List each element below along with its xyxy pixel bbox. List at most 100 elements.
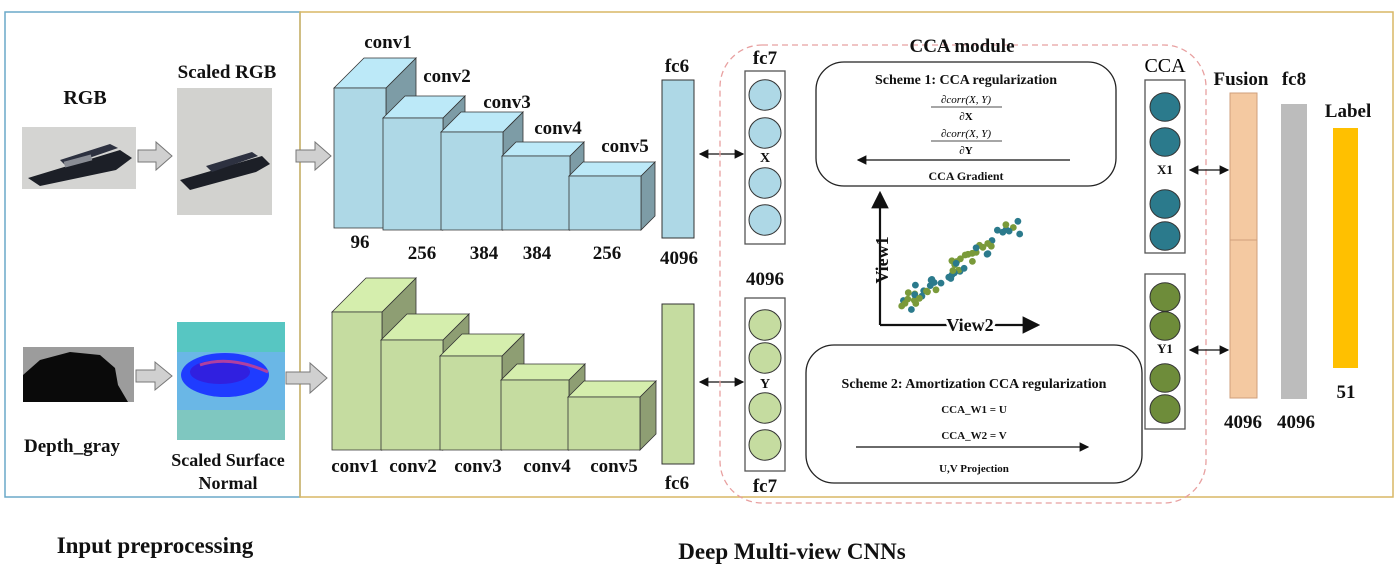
- label-title: Label: [1325, 101, 1371, 122]
- depth-fc7-nodes: [748, 309, 782, 461]
- rgb-conv-block-4-front: [501, 155, 571, 231]
- block-arrow-rgb-cnn: [295, 140, 332, 172]
- rgb-fc7-node-1: [748, 79, 782, 111]
- depth-fc7-node-3: [748, 392, 782, 424]
- depth-fc7-node-1: [748, 309, 782, 341]
- scatter-point: [947, 275, 955, 282]
- rgb-conv4-label: conv4: [534, 118, 582, 139]
- scaled-rgb-image: [177, 88, 272, 215]
- fc8-label: fc8: [1282, 69, 1306, 90]
- scatter-point: [984, 250, 992, 257]
- rgb-fc7-node-3: [748, 167, 782, 199]
- rgb-fc6-label: fc6: [665, 56, 689, 77]
- rgb-conv-block-4-top: [501, 141, 585, 157]
- scatter-point: [937, 279, 945, 287]
- cca-x1-node-2: [1149, 127, 1181, 157]
- label-layer: [1333, 128, 1358, 368]
- block-arrow-depth-cnn: [285, 361, 328, 395]
- depth-conv-block-4-front: [500, 379, 570, 451]
- rgb-conv-block-5-front: [568, 175, 642, 231]
- scatter-point: [1002, 221, 1010, 229]
- view1-label: View1: [872, 236, 892, 283]
- depth-fc6-label: fc6: [665, 473, 689, 494]
- normal-image: [177, 322, 285, 440]
- grad-x-denominator: ∂X: [959, 111, 972, 123]
- rgb-conv5-size: 256: [593, 243, 622, 264]
- rgb-fc7-size: 4096: [746, 269, 784, 290]
- scatter-point: [968, 249, 976, 257]
- depth-fc7-node-4: [748, 429, 782, 461]
- rgb-conv1-size: 96: [351, 232, 370, 253]
- scatter-point: [930, 279, 938, 286]
- correlation-scatter: [898, 217, 1024, 313]
- scatter-point: [969, 258, 976, 265]
- scatter-point: [1016, 230, 1024, 238]
- scatter-point: [901, 300, 909, 307]
- scatter-point: [912, 281, 919, 289]
- rgb-conv2-label: conv2: [423, 66, 471, 87]
- cca-header: CCA: [1144, 55, 1186, 77]
- depth-gray-label: Depth_gray: [24, 436, 121, 457]
- rgb-conv1-label: conv1: [364, 32, 412, 53]
- grad-x-numerator: ∂corr(X, Y): [941, 94, 991, 106]
- depth-feature-label: Y: [760, 377, 770, 392]
- cca-y1-node-1: [1149, 282, 1181, 312]
- rgb-fc7-node-2: [748, 117, 782, 149]
- scatter-point: [912, 300, 920, 307]
- cca-y1-node-2: [1149, 311, 1181, 341]
- rgb-conv2-size: 256: [408, 243, 437, 264]
- scatter-point: [924, 288, 931, 296]
- scatter-point: [911, 291, 919, 299]
- depth-image: [23, 347, 134, 402]
- scatter-point: [999, 228, 1007, 236]
- scheme2-title: Scheme 2: Amortization CCA regularizatio…: [842, 377, 1107, 392]
- scatter-point: [904, 289, 912, 297]
- cca-y1-nodes: [1149, 282, 1181, 424]
- rgb-fc7-nodes: [748, 79, 782, 236]
- scheme1-footer: CCA Gradient: [929, 169, 1004, 183]
- rgb-feature-label: X: [760, 151, 770, 166]
- deep-multiview-caption: Deep Multi-view CNNs: [678, 539, 905, 564]
- rgb-fc7-node-4: [748, 204, 782, 236]
- depth-conv1-label: conv1: [331, 456, 379, 477]
- cca-y1-label: Y1: [1157, 341, 1173, 356]
- depth-conv-block-2-front: [380, 339, 444, 451]
- fusion-layer-top: [1229, 92, 1258, 241]
- rgb-conv3-size: 384: [470, 243, 499, 264]
- fusion-layer-bottom: [1229, 239, 1258, 399]
- block-arrow-depth: [135, 360, 173, 392]
- scatter-point: [952, 259, 960, 267]
- scaled-rgb-label: Scaled RGB: [178, 62, 277, 83]
- scatter-point: [1014, 217, 1022, 225]
- scheme2-eq2: CCA_W2 = V: [941, 430, 1006, 442]
- depth-fc6-layer: [661, 303, 695, 465]
- cca-x1-node-4: [1149, 221, 1181, 251]
- cca-x1-nodes: [1149, 92, 1181, 251]
- view2-label: View2: [946, 315, 993, 335]
- scaled-surface-label-1: Scaled Surface: [171, 450, 284, 470]
- cnn-panel: [299, 11, 1394, 498]
- depth-conv5-label: conv5: [590, 456, 638, 477]
- depth-conv-block-1-front: [331, 311, 383, 451]
- depth-fc7-label: fc7: [753, 476, 778, 497]
- scatter-point: [961, 251, 969, 259]
- scheme2-footer: U,V Projection: [939, 463, 1009, 475]
- rgb-conv-block-2-front: [382, 117, 444, 231]
- scatter-point: [984, 240, 992, 247]
- rgb-fc6-size: 4096: [660, 248, 698, 269]
- scatter-point: [994, 226, 1001, 234]
- rgb-conv5-label: conv5: [601, 136, 649, 157]
- depth-conv-stack: [331, 277, 657, 451]
- cca-y1-node-3: [1149, 363, 1181, 393]
- scheme1-box: [815, 61, 1117, 187]
- cca-x1-node-3: [1149, 189, 1181, 219]
- block-arrow-rgb: [137, 140, 173, 172]
- scatter-point: [916, 294, 923, 302]
- scheme2-box: [805, 344, 1143, 484]
- fusion-size: 4096: [1224, 412, 1262, 433]
- grad-y-numerator: ∂corr(X, Y): [941, 128, 991, 140]
- input-preprocessing-caption: Input preprocessing: [57, 533, 254, 558]
- scheme1-title: Scheme 1: CCA regularization: [875, 73, 1057, 88]
- cca-module-region: [719, 44, 1207, 504]
- fc8-layer: [1281, 104, 1307, 399]
